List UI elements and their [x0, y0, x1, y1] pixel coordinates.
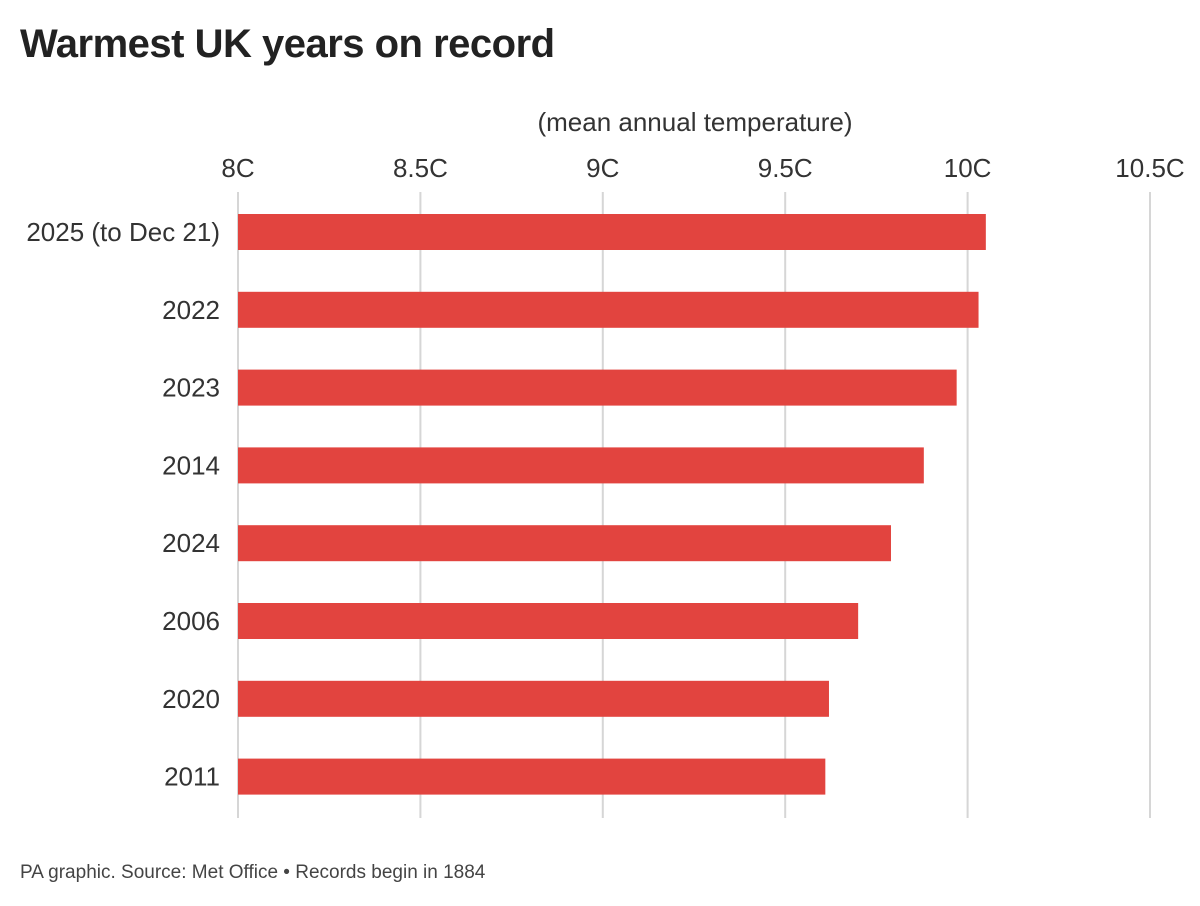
- bar-2020: [238, 680, 829, 717]
- category-label: 2014: [162, 450, 220, 480]
- bar-2024: [238, 525, 891, 562]
- x-tick-label: 8C: [221, 153, 254, 183]
- category-label: 2025 (to Dec 21): [26, 217, 220, 247]
- x-tick-label: 9.5C: [758, 153, 813, 183]
- category-label: 2020: [162, 684, 220, 714]
- category-label: 2022: [162, 295, 220, 325]
- x-tick-label: 10C: [944, 153, 992, 183]
- bar-2022: [238, 291, 979, 328]
- category-label: 2011: [164, 762, 220, 792]
- category-label: 2006: [162, 606, 220, 636]
- x-tick-label: 10.5C: [1115, 153, 1184, 183]
- chart-subtitle: (mean annual temperature): [537, 107, 853, 137]
- category-label: 2024: [162, 528, 220, 558]
- chart-title: Warmest UK years on record: [20, 22, 555, 66]
- bar-2014: [238, 447, 924, 484]
- category-label: 2023: [162, 373, 220, 403]
- bar-2025: [238, 214, 986, 250]
- bar-2011: [238, 758, 826, 795]
- x-tick-label: 8.5C: [393, 153, 448, 183]
- x-tick-label: 9C: [586, 153, 619, 183]
- bar-2023: [238, 369, 957, 406]
- bar-2006: [238, 603, 859, 639]
- source-footer: PA graphic. Source: Met Office • Records…: [20, 862, 486, 883]
